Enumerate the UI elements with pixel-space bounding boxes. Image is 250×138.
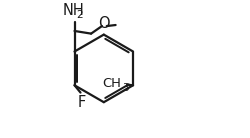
Text: 3: 3 bbox=[122, 83, 128, 93]
Text: CH: CH bbox=[102, 77, 121, 91]
Text: 2: 2 bbox=[76, 10, 83, 20]
Text: F: F bbox=[78, 95, 86, 110]
Text: NH: NH bbox=[63, 3, 85, 18]
Text: O: O bbox=[98, 16, 110, 31]
